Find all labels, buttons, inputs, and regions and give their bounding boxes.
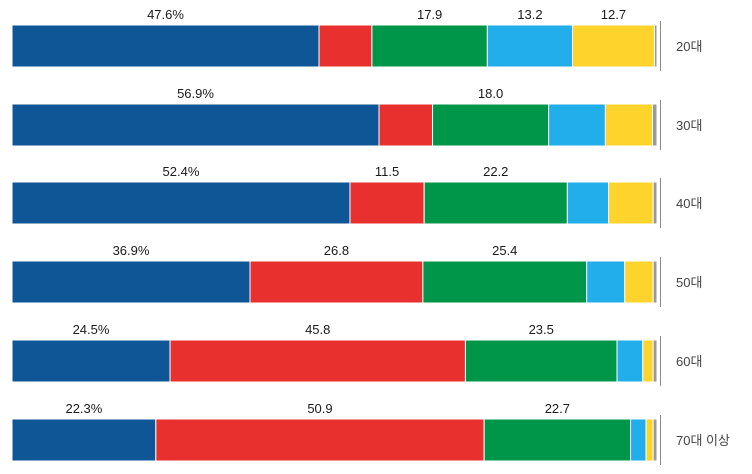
- category-label: 60대: [676, 354, 702, 369]
- data-label: 50.9: [307, 401, 332, 416]
- bar-segment: [169, 339, 466, 383]
- data-label: 25.4: [492, 243, 517, 258]
- data-label: 22.3%: [65, 401, 102, 416]
- data-label: 18.0: [478, 86, 503, 101]
- bar-segment: [604, 103, 653, 147]
- bar-segment: [483, 418, 632, 462]
- bar-segment: [11, 418, 157, 462]
- bar-segment: [318, 24, 373, 68]
- data-label: 24.5%: [73, 322, 110, 337]
- category-label: 50대: [676, 275, 702, 290]
- bar-segment: [642, 339, 654, 383]
- data-label: 47.6%: [147, 7, 184, 22]
- category-label: 20대: [676, 39, 702, 54]
- bar-segment: [486, 24, 573, 68]
- category-label: 40대: [676, 196, 702, 211]
- bar-segment: [608, 181, 654, 225]
- bar-segment: [566, 181, 610, 225]
- bar-segment: [548, 103, 606, 147]
- bar-segment: [572, 24, 655, 68]
- bar-segment: [11, 103, 380, 147]
- bar-segment: [651, 103, 658, 147]
- data-label: 22.7: [545, 401, 570, 416]
- bar-segment: [652, 339, 658, 383]
- data-label: 13.2: [517, 7, 542, 22]
- bar-segment: [349, 181, 425, 225]
- bar-segment: [11, 260, 251, 304]
- bar-segment: [249, 260, 424, 304]
- data-label: 45.8: [305, 322, 330, 337]
- bar-segment: [653, 24, 658, 68]
- bar-segment: [652, 260, 658, 304]
- bar-segment: [11, 339, 171, 383]
- data-label: 52.4%: [163, 164, 200, 179]
- bar-segment: [378, 103, 434, 147]
- data-label: 36.9%: [113, 243, 150, 258]
- bar-segment: [624, 260, 654, 304]
- data-label: 22.2: [483, 164, 508, 179]
- bar-segment: [432, 103, 550, 147]
- bar-segment: [464, 339, 618, 383]
- bar-segment: [630, 418, 647, 462]
- bar-segment: [371, 24, 488, 68]
- bar-segment: [11, 181, 351, 225]
- category-label: 70대 이상: [676, 433, 730, 448]
- bar-segment: [616, 339, 644, 383]
- data-label: 56.9%: [177, 86, 214, 101]
- bar-segment: [652, 181, 658, 225]
- data-label: 17.9: [417, 7, 442, 22]
- bar-segment: [11, 24, 320, 68]
- data-label: 26.8: [324, 243, 349, 258]
- bar-segment: [155, 418, 485, 462]
- category-label: 30대: [676, 118, 702, 133]
- bar-segment: [586, 260, 626, 304]
- data-label: 12.7: [601, 7, 626, 22]
- data-label: 11.5: [375, 164, 399, 179]
- bar-segment: [652, 418, 658, 462]
- bar-segment: [645, 418, 654, 462]
- bar-segment: [422, 260, 588, 304]
- data-label: 23.5: [529, 322, 554, 337]
- bar-segment: [423, 181, 568, 225]
